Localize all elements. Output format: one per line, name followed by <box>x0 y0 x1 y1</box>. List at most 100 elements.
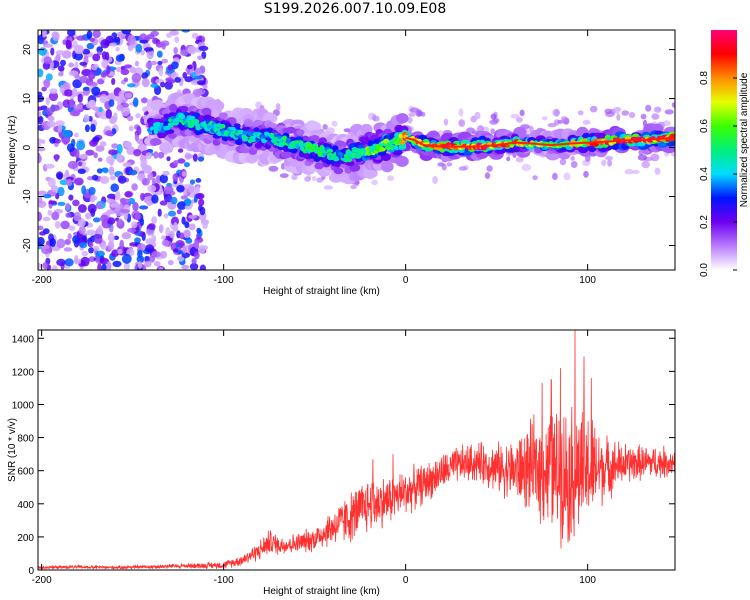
heatmap-noise-blob <box>137 261 143 269</box>
heatmap-noise-blob <box>151 234 157 243</box>
heatmap-noise-blob <box>181 171 187 177</box>
heatmap-noise-blob <box>105 130 113 137</box>
heatmap-noise-blob <box>86 229 96 236</box>
heatmap-noise-blob <box>100 71 107 78</box>
heatmap-noise-blob <box>114 95 120 101</box>
heatmap-noise-blob <box>132 97 139 108</box>
heatmap-ridge-blob <box>396 113 409 124</box>
heatmap-x-axis-label: Height of straight line (km) <box>263 286 380 297</box>
snr-x-tick-label: 100 <box>579 575 596 586</box>
heatmap-noise-blob <box>74 52 83 61</box>
heatmap-noise-blob <box>570 161 578 168</box>
heatmap-noise-blob <box>197 55 203 61</box>
heatmap-noise-blob <box>67 30 76 37</box>
heatmap-noise-blob <box>652 113 657 119</box>
heatmap-noise-blob <box>100 141 107 147</box>
heatmap-noise-blob <box>198 205 203 212</box>
heatmap-noise-blob <box>140 218 145 226</box>
colorbar-label: Normalized spectral amplitude <box>739 72 750 207</box>
heatmap-noise-blob <box>372 115 380 122</box>
heatmap-x-tick-label: -200 <box>32 275 52 286</box>
heatmap-noise-blob <box>127 227 136 233</box>
heatmap-noise-blob <box>176 185 185 193</box>
heatmap-noise-blob <box>167 260 174 266</box>
heatmap-noise-blob <box>92 174 99 181</box>
heatmap-noise-blob <box>191 258 197 265</box>
snr-y-tick-label: 1000 <box>12 400 35 411</box>
heatmap-noise-blob <box>133 149 142 157</box>
heatmap-noise-blob <box>616 113 621 121</box>
heatmap-noise-blob <box>458 108 464 117</box>
heatmap-ridge-blob <box>211 100 225 112</box>
snr-y-tick-label: 200 <box>17 533 34 544</box>
heatmap-noise-blob <box>191 72 197 78</box>
heatmap-noise-blob <box>605 155 614 161</box>
heatmap-noise-blob <box>84 124 90 133</box>
snr-series-line <box>38 330 675 570</box>
heatmap-noise-blob <box>195 88 206 95</box>
heatmap-noise-blob <box>97 263 102 270</box>
colorbar-tick-label: 0.0 <box>699 263 710 277</box>
heatmap-noise-blob <box>113 112 118 122</box>
heatmap-noise-blob <box>120 68 130 76</box>
heatmap-noise-blob <box>99 93 108 104</box>
heatmap-noise-blob <box>41 30 47 38</box>
heatmap-noise-blob <box>106 198 116 204</box>
heatmap-noise-blob <box>311 176 317 181</box>
heatmap-noise-blob <box>106 65 111 75</box>
heatmap-noise-blob <box>147 223 156 231</box>
heatmap-noise-blob <box>173 47 178 55</box>
heatmap-noise-blob <box>654 167 661 175</box>
heatmap-noise-blob <box>408 112 416 117</box>
heatmap-noise-blob <box>180 195 188 200</box>
heatmap-noise-blob <box>153 261 161 267</box>
heatmap-noise-blob <box>275 103 281 111</box>
heatmap-ridge-blob <box>187 123 195 128</box>
heatmap-noise-blob <box>107 233 115 243</box>
heatmap-noise-blob <box>42 262 48 270</box>
heatmap-noise-blob <box>654 106 662 113</box>
heatmap-noise-blob <box>91 86 101 96</box>
heatmap-noise-blob <box>79 75 89 84</box>
heatmap-noise-blob <box>583 170 589 178</box>
heatmap-noise-blob <box>54 154 59 162</box>
heatmap-noise-blob <box>126 146 136 155</box>
snr-frame <box>37 329 676 571</box>
heatmap-noise-blob <box>72 87 78 98</box>
heatmap-noise-blob <box>98 106 103 112</box>
heatmap-ridge-blob <box>308 121 322 132</box>
heatmap-noise-blob <box>171 61 179 70</box>
heatmap-noise-blob <box>117 218 123 226</box>
heatmap-ridge-blob <box>398 144 407 150</box>
heatmap-noise-blob <box>47 115 55 122</box>
heatmap-noise-blob <box>68 225 76 232</box>
heatmap-ridge-blob <box>314 162 324 170</box>
heatmap-noise-blob <box>631 169 640 174</box>
heatmap-noise-blob <box>169 230 175 239</box>
heatmap-ridge-blob <box>221 124 226 129</box>
heatmap-noise-blob <box>107 240 115 251</box>
heatmap-noise-blob <box>110 183 119 192</box>
heatmap-noise-blob <box>45 107 54 116</box>
heatmap-noise-blob <box>161 43 166 50</box>
heatmap-noise-blob <box>582 119 591 125</box>
heatmap-noise-blob <box>477 125 484 133</box>
heatmap-noise-blob <box>645 104 652 112</box>
heatmap-noise-blob <box>78 218 86 228</box>
heatmap-ridge-blob <box>395 155 409 167</box>
heatmap-noise-blob <box>76 103 83 110</box>
heatmap-noise-blob <box>96 168 103 174</box>
heatmap-noise-blob <box>589 105 598 113</box>
heatmap-noise-blob <box>162 170 170 176</box>
heatmap-noise-blob <box>89 197 95 203</box>
heatmap-noise-blob <box>38 142 42 148</box>
heatmap-noise-blob <box>68 194 74 201</box>
heatmap-noise-blob <box>201 51 207 60</box>
heatmap-noise-blob <box>601 159 607 166</box>
heatmap-noise-blob <box>74 132 79 138</box>
heatmap-noise-blob <box>141 178 150 186</box>
snr-x-axis-label: Height of straight line (km) <box>263 586 380 597</box>
heatmap-noise-blob <box>552 108 560 117</box>
heatmap-noise-blob <box>116 66 121 73</box>
heatmap-noise-blob <box>146 49 154 60</box>
